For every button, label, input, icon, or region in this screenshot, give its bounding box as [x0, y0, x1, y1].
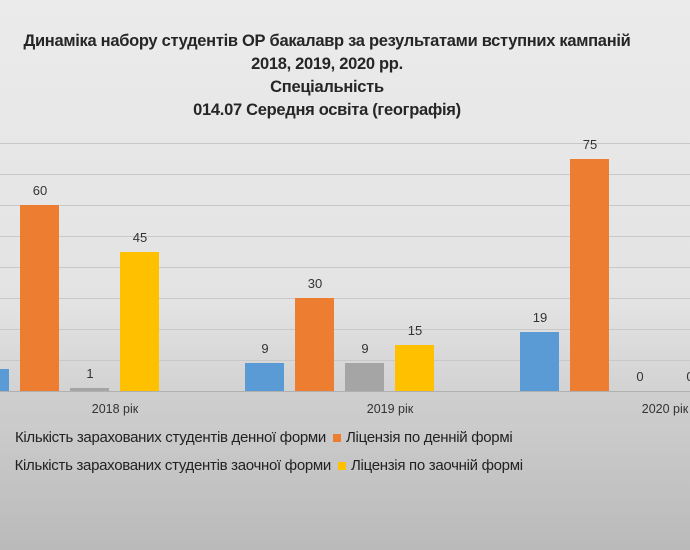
legend-swatch-3 [338, 462, 346, 470]
data-label: 9 [361, 341, 369, 357]
data-label: 9 [261, 341, 269, 357]
bar-2-1 [570, 158, 609, 391]
legend-item-0: Кількість зарахованих студентів денної ф… [15, 429, 326, 446]
chart-title: Динаміка набору студентів ОР бакалавр за… [0, 30, 674, 122]
data-label: 30 [307, 276, 323, 291]
gridline [0, 205, 690, 206]
title-line-1: Динаміка набору студентів ОР бакалавр за… [23, 32, 631, 50]
gridline [0, 143, 690, 144]
legend-label: Ліцензія по денній формі [346, 429, 513, 446]
category-axis [0, 391, 690, 392]
bar-1-2 [345, 363, 384, 391]
legend-label: Ліцензія по заочній формі [351, 457, 523, 474]
gridline [0, 267, 690, 268]
bar-0-2 [70, 387, 109, 391]
category-axis-band [0, 392, 690, 424]
title-line-4: 014.07 Середня освіта (географія) [193, 101, 461, 119]
bar-1-1 [295, 298, 334, 391]
data-label: 60 [32, 183, 48, 198]
data-label: 1 [86, 365, 94, 381]
category-label: 2020 рік [641, 402, 689, 416]
gridline [0, 360, 690, 361]
category-label: 2019 рік [366, 402, 414, 416]
bar-0-3 [120, 251, 159, 391]
legend-item-2: Кількість зарахованих студентів заочної … [14, 457, 332, 474]
data-label: 7 [0, 347, 15, 362]
gridline [0, 329, 690, 330]
title-line-2: 2018, 2019, 2020 рр. [251, 55, 403, 73]
bar-2-0 [520, 332, 559, 391]
legend-item-1: Ліцензія по денній формі [346, 429, 513, 446]
bar-0-0 [0, 369, 9, 391]
data-label: 75 [582, 136, 598, 152]
title-line-3: Спеціальність [270, 78, 384, 96]
legend-label: Кількість зарахованих студентів денної ф… [14, 429, 326, 446]
gridline [0, 174, 690, 175]
data-label: 0 [686, 369, 690, 384]
bar-0-1 [20, 205, 59, 391]
data-label: 15 [407, 322, 423, 338]
bar-1-3 [395, 344, 434, 391]
gridline [0, 236, 690, 237]
bar-1-0 [245, 363, 284, 391]
gridline [0, 298, 690, 299]
category-label: 2018 рік [91, 402, 139, 416]
data-label: 45 [132, 229, 148, 245]
legend-label: Кількість зарахованих студентів заочної … [14, 457, 332, 474]
legend-swatch-1 [333, 434, 341, 442]
data-label: 0 [636, 369, 644, 384]
data-label: 19 [532, 310, 548, 326]
legend-item-3: Ліцензія по заочній формі [351, 457, 523, 474]
